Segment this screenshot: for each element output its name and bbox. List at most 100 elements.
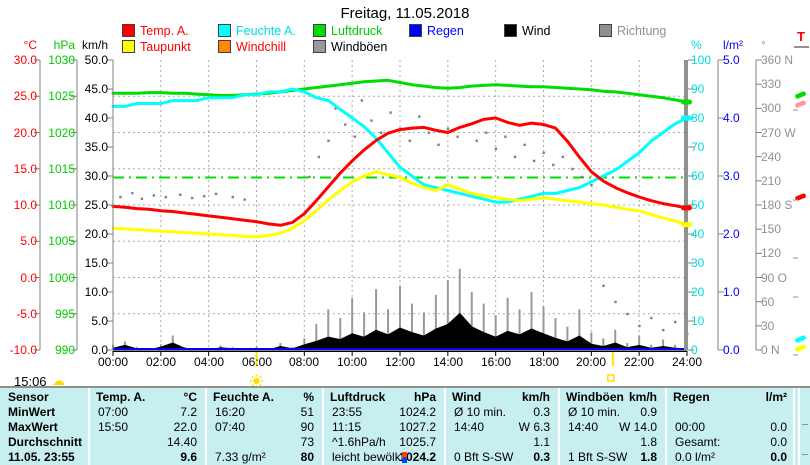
- axis-tick-label: 1015: [48, 162, 75, 176]
- legend-label: Temp. A.: [140, 24, 189, 38]
- wind-direction-dot: [590, 183, 593, 187]
- axis-tick-label: 10.0: [13, 198, 37, 212]
- table-col-header: Windböen: [566, 390, 624, 404]
- table-cell-text: 16:20: [215, 405, 246, 419]
- table-cell-value: 1.1: [533, 435, 550, 449]
- axis-tick-label: 330: [761, 77, 782, 91]
- table-cell-text: Ø 10 min.: [568, 405, 621, 419]
- axis-tick-label: 50.0: [84, 53, 108, 67]
- wind-direction-dot: [179, 193, 182, 196]
- legend-item-luftdruck: Luftdruck: [313, 24, 382, 38]
- axis-tick-label: 30.0: [84, 169, 108, 183]
- current-value-marker: [681, 205, 692, 211]
- current-value-marker: [681, 222, 692, 228]
- table-cell-value: 1025.7: [399, 435, 436, 449]
- axis-tick-label: 100: [691, 53, 712, 67]
- wind-direction-dot: [231, 195, 234, 199]
- table-cell-value: 0.9: [640, 405, 657, 419]
- legend-swatch: [122, 40, 135, 53]
- axis-tick-label: 995: [54, 307, 75, 321]
- table-cell-value: 80: [300, 450, 314, 464]
- wind-direction-dot: [650, 316, 653, 320]
- current-value-marker: [681, 99, 692, 105]
- table-cell-value: 0.3: [533, 405, 550, 419]
- table-cell-value: 1.8: [640, 435, 657, 449]
- table-row-label: 11.05. 23:55: [8, 450, 75, 464]
- table-row-label: MaxWert: [8, 420, 58, 434]
- table-separator: [88, 388, 90, 465]
- wind-direction-dot: [317, 155, 321, 159]
- table-cell-text: 7.33 g/m²: [215, 450, 266, 464]
- axis-header-l/m²: l/m²: [723, 38, 743, 52]
- table-cell-text: Gesamt:: [675, 435, 721, 449]
- axis-tick-label: 20.0: [13, 126, 37, 140]
- table-cell-value: 90: [300, 420, 314, 434]
- axis-tick-label: 25.0: [84, 198, 108, 212]
- table-cell-value: 51: [300, 405, 314, 419]
- wind-direction-dot: [542, 151, 545, 154]
- wind-direction-dot: [674, 320, 677, 324]
- humidity-axis-bar: [684, 60, 688, 350]
- table-cell-text: 14:40: [454, 420, 485, 434]
- wind-direction-dot: [202, 195, 206, 198]
- wind-direction-dot: [152, 194, 156, 197]
- legend-label: Feuchte A.: [236, 24, 296, 38]
- table-cell-text: 1 Bft S-SW: [568, 450, 627, 464]
- legend-swatch: [409, 24, 422, 37]
- table-cell-text: leicht bewölkt: [332, 450, 405, 464]
- wind-direction-dot: [580, 175, 584, 179]
- x-tick-label: 08:00: [288, 355, 320, 369]
- table-col-unit: km/h: [628, 390, 657, 404]
- table-col-header: Regen: [673, 390, 710, 404]
- axis-tick-label: 15.0: [84, 256, 108, 270]
- axis-tick-label: 60: [691, 169, 705, 183]
- axis-tick-label: 0 N: [761, 343, 780, 357]
- axis-tick-label: 270 W: [761, 126, 796, 140]
- table-col-header: Luftdruck: [330, 390, 386, 404]
- axis-tick-label: 990: [54, 343, 75, 357]
- axis-tick-label: 90: [691, 82, 705, 96]
- x-tick-label: 10:00: [336, 355, 368, 369]
- legend-label: Wind: [522, 24, 551, 38]
- wind-direction-dot: [437, 143, 440, 146]
- table-cell-text: 23:55: [332, 405, 363, 419]
- table-cell-text: ^1.6hPa/h: [332, 435, 386, 449]
- axis-tick-label: 20.0: [84, 227, 108, 241]
- table-row-label: Durchschnitt: [8, 435, 83, 449]
- cloud-icon: ☁: [52, 373, 65, 388]
- wind-direction-dot: [662, 328, 665, 332]
- axis-tick-label: 35.0: [84, 140, 108, 154]
- table-col-header: Feuchte A.: [213, 390, 274, 404]
- wind-direction-dot: [504, 135, 507, 138]
- wind-direction-dot: [418, 115, 421, 118]
- wind-direction-dot: [475, 139, 478, 142]
- legend-label: Taupunkt: [140, 40, 191, 54]
- table-col-header: Wind: [452, 390, 482, 404]
- legend-item-feuchtea: Feuchte A.: [218, 24, 296, 38]
- axis-tick-label: 2.0: [723, 227, 740, 241]
- wind-direction-dot: [131, 191, 134, 195]
- wind-direction-dot: [552, 163, 555, 167]
- wind-direction-dot: [140, 197, 144, 200]
- wind-direction-dot: [119, 195, 122, 199]
- wind-direction-dot: [614, 300, 617, 304]
- wind-direction-dot: [602, 284, 605, 287]
- x-tick-label: 24:00: [671, 355, 703, 369]
- axis-tick-label: 90 O: [761, 271, 788, 285]
- wind-direction-dot: [164, 195, 167, 199]
- axis-tick-label: 25.0: [13, 89, 37, 103]
- sunset-square-icon: [607, 374, 615, 382]
- axis-tick-label: 1020: [48, 126, 75, 140]
- x-tick-label: 02:00: [145, 355, 177, 369]
- legend-item-taupunkt: Taupunkt: [122, 40, 191, 54]
- legend-label: Windböen: [331, 40, 388, 54]
- sunrise-sun-icon: [250, 374, 263, 388]
- trend-arrow-icon: [795, 193, 806, 201]
- legend-label: Regen: [427, 24, 464, 38]
- legend-item-wind: Wind: [504, 24, 551, 38]
- table-cell-value: W 6.3: [518, 420, 550, 434]
- wind-direction-dot: [214, 192, 218, 196]
- axis-tick-label: 5.0: [20, 234, 37, 248]
- wind-direction-dot: [379, 131, 383, 134]
